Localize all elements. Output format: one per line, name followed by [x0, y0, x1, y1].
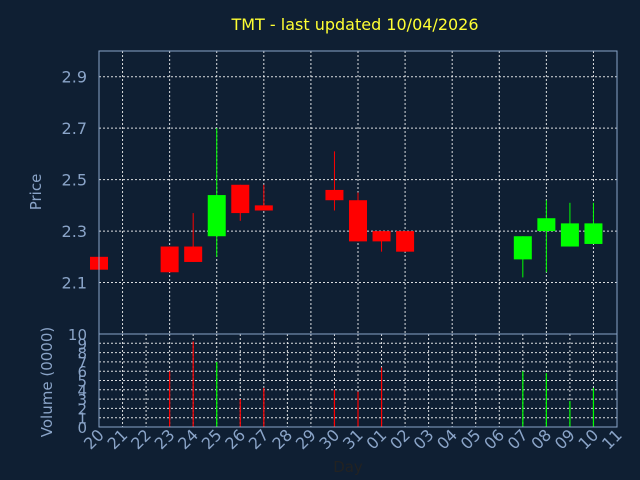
price-tick-label: 2.9	[62, 68, 87, 87]
candle-body	[349, 200, 367, 242]
price-tick-label: 2.5	[62, 171, 87, 190]
chart-title: TMT - last updated 10/04/2026	[230, 15, 478, 34]
candle-body	[396, 231, 415, 252]
price-tick-label: 2.7	[62, 119, 87, 138]
candle-body	[372, 231, 391, 242]
volume-tick-label: 2	[77, 400, 87, 418]
volume-tick-label: 5	[77, 373, 87, 391]
candle-body	[254, 205, 273, 211]
x-axis-label: Day	[333, 458, 363, 476]
candle-body	[584, 223, 603, 244]
candle-body	[560, 223, 579, 247]
candle-body	[207, 195, 226, 237]
price-tick-label: 2.1	[62, 274, 87, 293]
volume-panel-frame	[98, 333, 618, 428]
candle-body	[184, 246, 203, 262]
volume-tick-label: 7	[77, 354, 87, 372]
volume-tick-label: 10	[68, 326, 87, 344]
volume-tick-label: 1	[77, 410, 87, 428]
price-axis-label: Price	[27, 174, 45, 211]
candle-body	[513, 236, 532, 260]
candle-body	[537, 218, 556, 232]
candle-body	[325, 189, 344, 201]
volume-tick-label: 9	[77, 335, 87, 353]
volume-tick-label: 0	[77, 419, 87, 437]
candles	[90, 128, 603, 278]
volume-axis-label: Volume (0000)	[38, 327, 56, 437]
x-tick-label: 11	[598, 425, 626, 453]
price-tick-label: 2.3	[62, 222, 87, 241]
candle-body	[231, 184, 250, 214]
volume-tick-label: 4	[77, 382, 87, 400]
volume-tick-label: 3	[77, 391, 87, 409]
volume-tick-label: 8	[77, 345, 87, 363]
volume-bars	[169, 341, 595, 427]
volume-tick-label: 6	[77, 363, 87, 381]
candle-body	[160, 246, 179, 273]
